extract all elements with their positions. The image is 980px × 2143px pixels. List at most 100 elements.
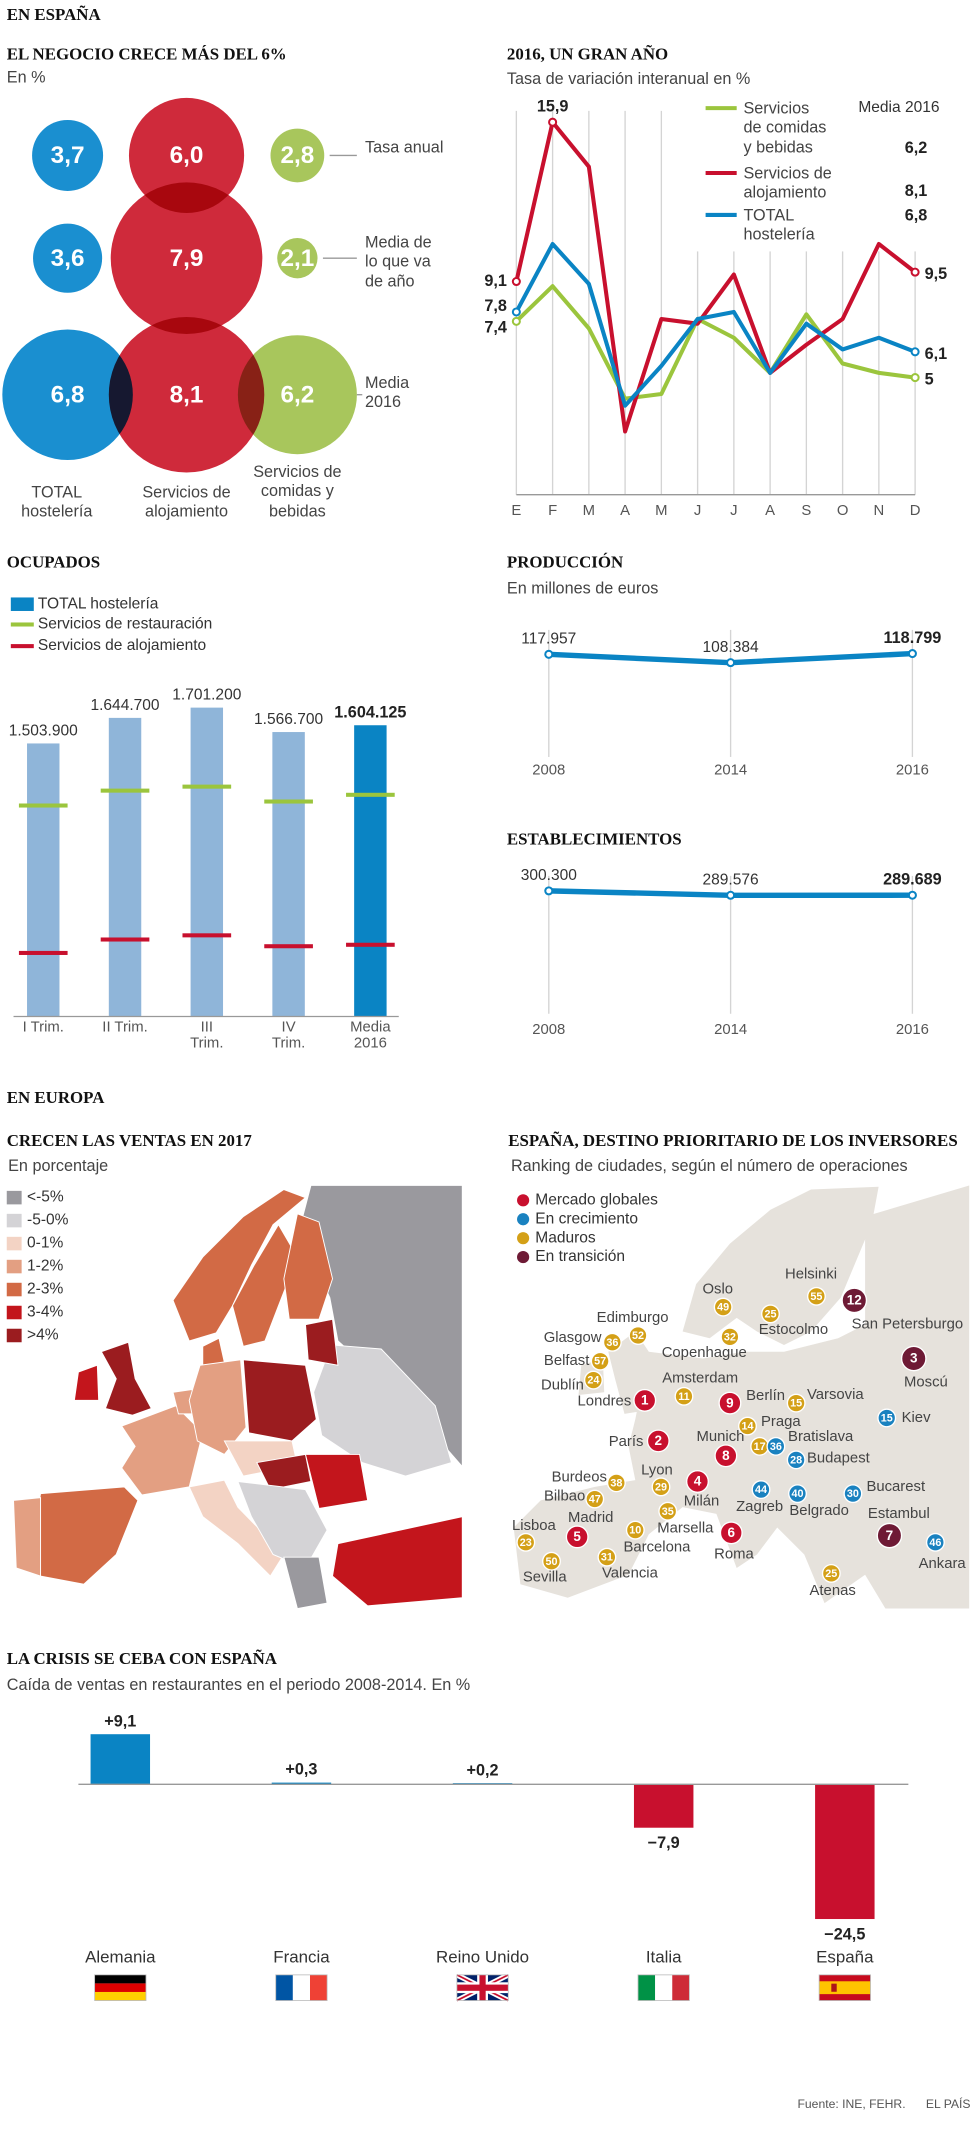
city-name: Madrid — [568, 1510, 613, 1526]
city-rank: 50 — [545, 1556, 557, 1568]
city-rank: 29 — [655, 1481, 667, 1493]
x-tick-label: E — [511, 503, 521, 519]
point — [511, 276, 521, 287]
city-marker — [565, 1525, 589, 1549]
point — [910, 267, 920, 277]
row-label: Media 2016 — [364, 373, 410, 412]
chart-title: EL NEGOCIO CRECE MÁS DEL 6% — [7, 44, 287, 63]
series-label: TOTAL hostelería — [21, 482, 93, 521]
chart-subtitle: En porcentaje — [8, 1157, 108, 1175]
x-tick-label: S — [801, 503, 811, 519]
city-marker — [718, 1391, 742, 1415]
city-marker — [585, 1489, 605, 1509]
country — [332, 1516, 463, 1607]
bar — [272, 732, 305, 1017]
source: Fuente: INE, FEHR. — [798, 2097, 906, 2111]
country — [242, 1359, 317, 1442]
legend-label: 1-2% — [27, 1258, 63, 1275]
x-tick-label: N — [873, 503, 884, 519]
value-label: +9,1 — [104, 1712, 136, 1730]
flag-part — [638, 1974, 656, 2001]
legend-label: Mercado globales — [535, 1191, 658, 1208]
x-tick-label: 2008 — [532, 1022, 565, 1038]
city-name: Dublín — [541, 1377, 584, 1393]
section-title: EN EUROPA — [7, 1088, 105, 1107]
chart-title: ESTABLECIMIENTOS — [507, 830, 682, 849]
country — [313, 1344, 453, 1477]
legend-label: 0-1% — [27, 1235, 63, 1252]
legend-label: Servicios de restauración — [38, 616, 212, 633]
country — [73, 1364, 100, 1401]
city-name: Munich — [697, 1429, 745, 1445]
city-marker — [597, 1547, 617, 1567]
legend-swatch — [6, 1282, 22, 1297]
city-rank: 23 — [520, 1537, 532, 1549]
chart-title: ESPAÑA, DESTINO PRIORITARIO DE LOS INVER… — [508, 1131, 957, 1150]
bubble-label: 6,2 — [280, 381, 314, 408]
legend-label: En crecimiento — [535, 1210, 638, 1227]
country — [188, 1479, 285, 1577]
value-label: −7,9 — [648, 1834, 680, 1852]
x-tick-label: IV Trim. — [271, 1019, 306, 1052]
city-rank: 52 — [632, 1330, 644, 1342]
bubble — [32, 119, 104, 191]
city-rank: 17 — [754, 1441, 766, 1453]
x-tick-label: Media 2016 — [350, 1019, 391, 1052]
value-label: 289.689 — [883, 871, 942, 889]
city-marker — [674, 1386, 694, 1406]
chart-subtitle: En % — [7, 69, 46, 87]
city-name: Zagreb — [736, 1499, 783, 1515]
publisher: EL PAÍS — [926, 2096, 971, 2111]
x-tick-label: J — [694, 503, 701, 519]
country — [120, 1405, 204, 1496]
country — [34, 1486, 139, 1585]
bar — [108, 717, 142, 1017]
city-name: Ankara — [919, 1556, 967, 1572]
city-name: Glasgow — [544, 1330, 602, 1346]
x-tick-label: I Trim. — [22, 1019, 64, 1036]
value-label: 5 — [925, 371, 934, 389]
city-rank: 25 — [825, 1568, 837, 1580]
marker — [346, 792, 395, 797]
legend-swatch — [10, 622, 34, 627]
flag-part — [94, 1974, 146, 1984]
legend-value: 8,1 — [905, 182, 928, 200]
legend-label: Maduros — [535, 1229, 596, 1246]
country — [172, 1188, 307, 1342]
city-marker — [925, 1532, 945, 1552]
x-tick-label: A — [620, 503, 630, 519]
x-tick-label: M — [655, 503, 667, 519]
city-marker — [766, 1436, 786, 1456]
city-name: Sevilla — [523, 1569, 568, 1585]
x-tick-label: Reino Unido — [436, 1947, 530, 1967]
line — [514, 242, 916, 408]
city-name: Burdeos — [552, 1469, 607, 1485]
city-marker — [516, 1532, 536, 1552]
row-label: Tasa anual — [364, 137, 444, 157]
city-rank: 49 — [717, 1302, 729, 1314]
city-marker — [841, 1287, 868, 1314]
city-name: Estocolmo — [759, 1322, 828, 1338]
city-marker — [900, 1345, 927, 1372]
chart-subtitle: Ranking de ciudades, según el número de … — [511, 1157, 908, 1175]
point — [548, 117, 558, 127]
x-tick-label: D — [910, 503, 921, 519]
bar — [354, 725, 387, 1017]
legend-dot — [517, 1194, 530, 1207]
value-label: +0,3 — [285, 1761, 317, 1779]
bubble-label: 7,9 — [170, 245, 204, 272]
city-name: Praga — [761, 1414, 801, 1430]
marker — [100, 788, 150, 793]
city-name: Lyon — [641, 1463, 673, 1479]
city-rank: 14 — [741, 1421, 753, 1433]
flag-part — [94, 1991, 146, 2001]
legend-label: -5-0% — [27, 1212, 69, 1229]
value-label: 118.799 — [884, 629, 942, 647]
city-rank: 6 — [728, 1525, 736, 1540]
city-marker — [877, 1408, 897, 1428]
value-label: 9,5 — [925, 265, 948, 283]
value-label: 9,1 — [484, 272, 507, 290]
city-marker — [806, 1286, 826, 1306]
x-tick-label: Italia — [645, 1947, 682, 1967]
